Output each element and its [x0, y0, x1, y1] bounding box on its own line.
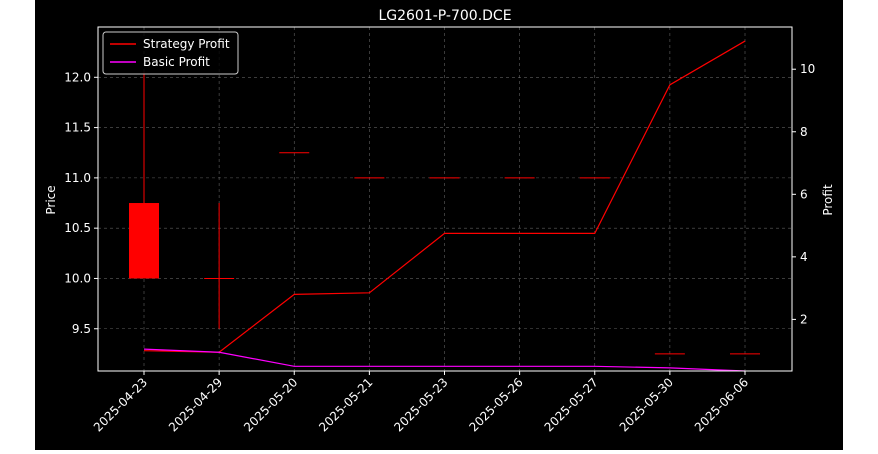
basic-profit-line: [143, 348, 746, 372]
candle-body: [129, 203, 159, 279]
legend: Strategy Profit Basic Profit: [102, 31, 239, 75]
figure-background: [35, 0, 843, 450]
legend-box: [102, 31, 239, 75]
y-tick-label-left: 11.0: [64, 171, 91, 185]
y-axis-label-left: Price: [44, 185, 58, 214]
y-tick-label-left: 9.5: [72, 322, 91, 336]
chart-title: LG2601-P-700.DCE: [378, 8, 511, 24]
y-tick-label-left: 10.0: [64, 271, 91, 285]
y-tick-label-left: 10.5: [64, 221, 91, 235]
profit-line-layer: [143, 40, 746, 372]
y-tick-label-right: 6: [800, 187, 808, 201]
legend-label-basic-profit: Basic Profit: [143, 55, 210, 69]
y-tick-label-left: 12.0: [64, 70, 91, 84]
y-tick-label-right: 4: [800, 250, 808, 264]
candle-layer: [129, 72, 760, 355]
y-tick-label-right: 2: [800, 312, 808, 326]
y-tick-label-right: 10: [800, 62, 815, 76]
strategy-profit-line: [143, 40, 746, 353]
y-axis-label-right: Profit: [821, 184, 835, 216]
y-tick-label-right: 8: [800, 125, 808, 139]
y-tick-label-left: 11.5: [64, 121, 91, 135]
legend-label-strategy-profit: Strategy Profit: [143, 37, 230, 51]
